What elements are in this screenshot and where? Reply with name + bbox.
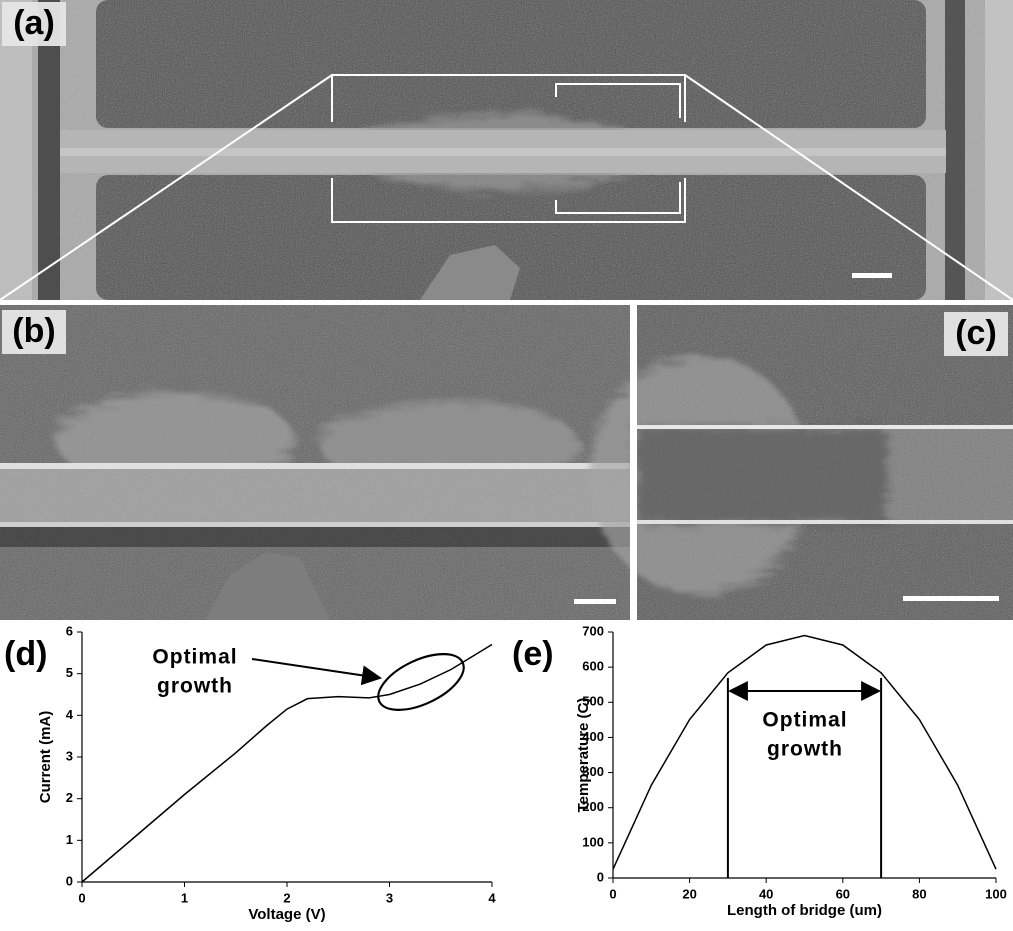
x-tick-label: 1: [181, 890, 188, 905]
y-tick-label: 6: [66, 623, 73, 638]
y-axis-title: Temperature (C): [575, 698, 592, 813]
y-tick-label: 200: [582, 799, 604, 814]
y-tick-label: 1: [66, 832, 73, 847]
callout-arrow: [251, 658, 382, 686]
y-axis-title: Current (mA): [37, 711, 54, 804]
y-tick-label: 500: [582, 694, 604, 709]
panel-label: (e): [512, 635, 554, 673]
annotation: growth: [157, 675, 233, 698]
y-tick-label: 5: [66, 665, 73, 680]
x-tick-label: 4: [488, 890, 496, 905]
x-tick-label: 100: [985, 886, 1007, 901]
y-tick-label: 3: [66, 748, 73, 763]
sem-image-c: [590, 305, 1013, 620]
separator: [630, 305, 637, 620]
x-tick-label: 20: [682, 886, 696, 901]
sem-image-a: [0, 0, 1013, 301]
y-tick-label: 0: [66, 873, 73, 888]
x-axis-title: Voltage (V): [248, 906, 325, 923]
y-tick-label: 2: [66, 790, 73, 805]
image-labels: (a) (b) (c): [2, 2, 1008, 356]
label-background: [944, 312, 1008, 356]
callout-ellipse: [377, 653, 465, 711]
x-tick-label: 40: [759, 886, 773, 901]
x-tick-label: 2: [283, 890, 290, 905]
x-tick-label: 60: [836, 886, 850, 901]
label-background: [2, 2, 66, 46]
y-tick-label: 700: [582, 623, 604, 638]
panel-label: (d): [4, 635, 47, 673]
data-line: [81, 643, 493, 883]
y-tick-label: 600: [582, 659, 604, 674]
sem-image-b: [0, 305, 630, 620]
x-tick-label: 0: [78, 890, 85, 905]
x-tick-label: 3: [386, 890, 393, 905]
x-axis-title: Length of bridge (um): [727, 902, 882, 919]
y-tick-label: 400: [582, 729, 604, 744]
x-tick-label: 0: [609, 886, 616, 901]
label-background: [2, 310, 66, 354]
panel-label: (a): [13, 4, 55, 42]
panel-label: (b): [12, 312, 55, 350]
y-tick-label: 300: [582, 764, 604, 779]
y-tick-label: 100: [582, 834, 604, 849]
annotation: Optimal: [152, 646, 237, 669]
data-line: [612, 634, 997, 870]
panel-label: (c): [955, 314, 997, 352]
annotation: Optimal: [762, 709, 847, 732]
y-tick-label: 4: [66, 707, 74, 722]
y-tick-label: 0: [597, 869, 604, 884]
annotation: growth: [767, 738, 843, 761]
x-tick-label: 80: [912, 886, 926, 901]
